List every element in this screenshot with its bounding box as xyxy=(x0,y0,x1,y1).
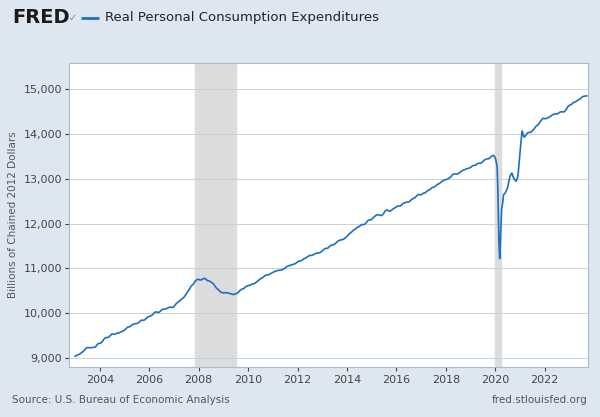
Text: Source: U.S. Bureau of Economic Analysis: Source: U.S. Bureau of Economic Analysis xyxy=(12,395,230,405)
Bar xyxy=(496,63,502,367)
Text: Real Personal Consumption Expenditures: Real Personal Consumption Expenditures xyxy=(105,11,379,24)
Y-axis label: Billions of Chained 2012 Dollars: Billions of Chained 2012 Dollars xyxy=(8,131,18,298)
Text: FRED: FRED xyxy=(12,8,70,27)
Bar xyxy=(194,63,236,367)
Text: ✓: ✓ xyxy=(69,13,77,23)
Text: fred.stlouisfed.org: fred.stlouisfed.org xyxy=(492,395,588,405)
